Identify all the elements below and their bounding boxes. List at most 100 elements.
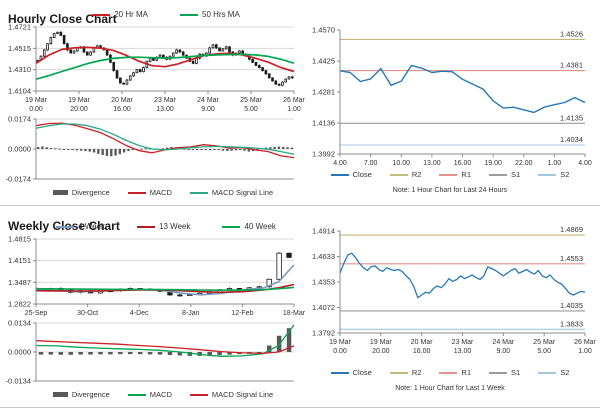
weekly-pivot-note: Note: 1 Hour Chart for Last 1 Week: [395, 385, 505, 392]
legend-item-macd: MACD: [127, 390, 172, 399]
legend-swatch-13-week: [137, 225, 156, 228]
svg-text:19 Mar: 19 Mar: [68, 97, 90, 104]
svg-text:0.00: 0.00: [29, 106, 43, 113]
svg-text:22.00: 22.00: [515, 160, 533, 167]
svg-text:1.4072: 1.4072: [312, 303, 335, 312]
legend-swatch-s1: [489, 173, 507, 176]
svg-text:1.4310: 1.4310: [8, 65, 31, 74]
svg-text:1.4104: 1.4104: [8, 87, 31, 96]
svg-text:16.00: 16.00: [454, 160, 472, 167]
svg-text:1.4633: 1.4633: [312, 252, 335, 261]
svg-text:0.0134: 0.0134: [8, 319, 31, 328]
legend-swatch-macd-signal-line: [189, 393, 208, 396]
svg-text:1.3833: 1.3833: [560, 319, 583, 328]
svg-text:13.00: 13.00: [454, 348, 472, 355]
svg-text:1.00: 1.00: [287, 106, 301, 113]
legend-swatch-macd-signal-line: [189, 191, 208, 194]
svg-text:19 Mar: 19 Mar: [370, 339, 392, 346]
legend-swatch-20-hr-ma: [92, 13, 111, 16]
legend-swatch-close: [330, 371, 349, 374]
svg-text:12-Feb: 12-Feb: [231, 310, 253, 317]
weekly-ma-legend: 4 Week 13 Week 40 Week: [36, 222, 296, 231]
svg-text:1.4570: 1.4570: [312, 26, 335, 35]
svg-text:4.00: 4.00: [578, 160, 592, 167]
hourly-macd-legend: Divergence MACD MACD Signal Line: [30, 188, 296, 197]
svg-text:0.0000: 0.0000: [8, 348, 31, 357]
legend-item-close: Close: [330, 368, 372, 377]
legend-swatch-4-week: [56, 225, 75, 228]
svg-text:23 Mar: 23 Mar: [452, 339, 474, 346]
hourly-macd-chart: 0.0174 0.0000 -0.0174: [6, 115, 295, 184]
svg-text:1.4136: 1.4136: [312, 119, 335, 128]
svg-text:18-Mar: 18-Mar: [283, 310, 306, 317]
svg-text:24 Mar: 24 Mar: [492, 339, 514, 346]
bottom-divider: [0, 407, 600, 408]
legend-item-20-hr-ma: 20 Hr MA: [92, 10, 148, 19]
svg-text:5.00: 5.00: [244, 106, 258, 113]
svg-text:19.00: 19.00: [484, 160, 502, 167]
svg-text:1.4135: 1.4135: [560, 113, 583, 122]
svg-text:10.00: 10.00: [392, 160, 410, 167]
svg-text:19 Mar: 19 Mar: [329, 339, 351, 346]
svg-text:8-Jan: 8-Jan: [182, 310, 200, 317]
legend-item-close: Close: [330, 170, 372, 179]
svg-text:1.4721: 1.4721: [8, 23, 31, 32]
legend-swatch-50-hrs-ma: [180, 13, 198, 16]
svg-text:1.4034: 1.4034: [560, 135, 583, 144]
legend-item-s1: S1: [489, 170, 520, 179]
legend-item-divergence: Divergence: [52, 390, 110, 399]
svg-text:1.2822: 1.2822: [8, 300, 31, 309]
legend-item-r2: R2: [389, 368, 421, 377]
svg-text:26 Mar: 26 Mar: [574, 339, 596, 346]
svg-text:4.00: 4.00: [333, 160, 347, 167]
svg-text:16.00: 16.00: [413, 348, 431, 355]
svg-text:1.00: 1.00: [548, 160, 562, 167]
svg-text:20 Mar: 20 Mar: [111, 97, 133, 104]
svg-text:23 Mar: 23 Mar: [154, 97, 176, 104]
svg-text:-0.0134: -0.0134: [6, 377, 31, 386]
svg-text:24 Mar: 24 Mar: [197, 97, 219, 104]
legend-item-s2: S2: [538, 170, 569, 179]
legend-item-40-week: 40 Week: [222, 222, 276, 231]
weekly-macd-legend: Divergence MACD MACD Signal Line: [30, 390, 296, 399]
legend-swatch-divergence: [52, 392, 68, 397]
hourly-chart-title: Hourly Close Chart: [8, 11, 117, 26]
svg-text:0.0174: 0.0174: [8, 115, 31, 124]
legend-item-13-week: 13 Week: [137, 222, 190, 231]
svg-text:9.00: 9.00: [497, 348, 511, 355]
hourly-pivot-note: Note: 1 Hour Chart for Last 24 Hours: [392, 187, 508, 194]
legend-swatch-r2: [389, 173, 408, 176]
svg-text:25-Sep: 25-Sep: [25, 310, 48, 317]
svg-text:25 Mar: 25 Mar: [240, 97, 262, 104]
legend-item-s2: S2: [538, 368, 569, 377]
svg-text:1.4381: 1.4381: [560, 61, 583, 70]
svg-text:1.4553: 1.4553: [560, 254, 583, 263]
svg-text:13.00: 13.00: [156, 106, 174, 113]
legend-swatch-divergence: [52, 190, 68, 195]
legend-swatch-r1: [439, 371, 458, 374]
svg-text:1.4353: 1.4353: [312, 278, 335, 287]
legend-item-r1: R1: [439, 368, 471, 377]
legend-swatch-r1: [439, 173, 458, 176]
svg-text:20.00: 20.00: [372, 348, 390, 355]
svg-text:5.00: 5.00: [537, 348, 551, 355]
svg-text:1.4526: 1.4526: [560, 29, 583, 38]
svg-text:13.00: 13.00: [423, 160, 441, 167]
svg-text:1.4035: 1.4035: [560, 301, 583, 310]
svg-text:1.4515: 1.4515: [8, 44, 31, 53]
svg-text:1.4914: 1.4914: [312, 227, 335, 236]
legend-swatch-s2: [538, 173, 557, 176]
svg-text:1.4815: 1.4815: [8, 235, 31, 244]
legend-item-4-week: 4 Week: [56, 222, 105, 231]
legend-item-macd-signal-line: MACD Signal Line: [189, 188, 273, 197]
hourly-pivot-legend: Close R2 R1 S1 S2: [300, 170, 600, 179]
legend-item-50-hrs-ma: 50 Hrs MA: [180, 10, 240, 19]
svg-text:1.4281: 1.4281: [312, 88, 335, 97]
svg-text:1.4425: 1.4425: [312, 57, 335, 66]
svg-text:7.00: 7.00: [364, 160, 378, 167]
legend-item-macd-signal-line: MACD Signal Line: [189, 390, 273, 399]
svg-text:1.4151: 1.4151: [8, 256, 31, 265]
legend-item-s1: S1: [489, 368, 520, 377]
